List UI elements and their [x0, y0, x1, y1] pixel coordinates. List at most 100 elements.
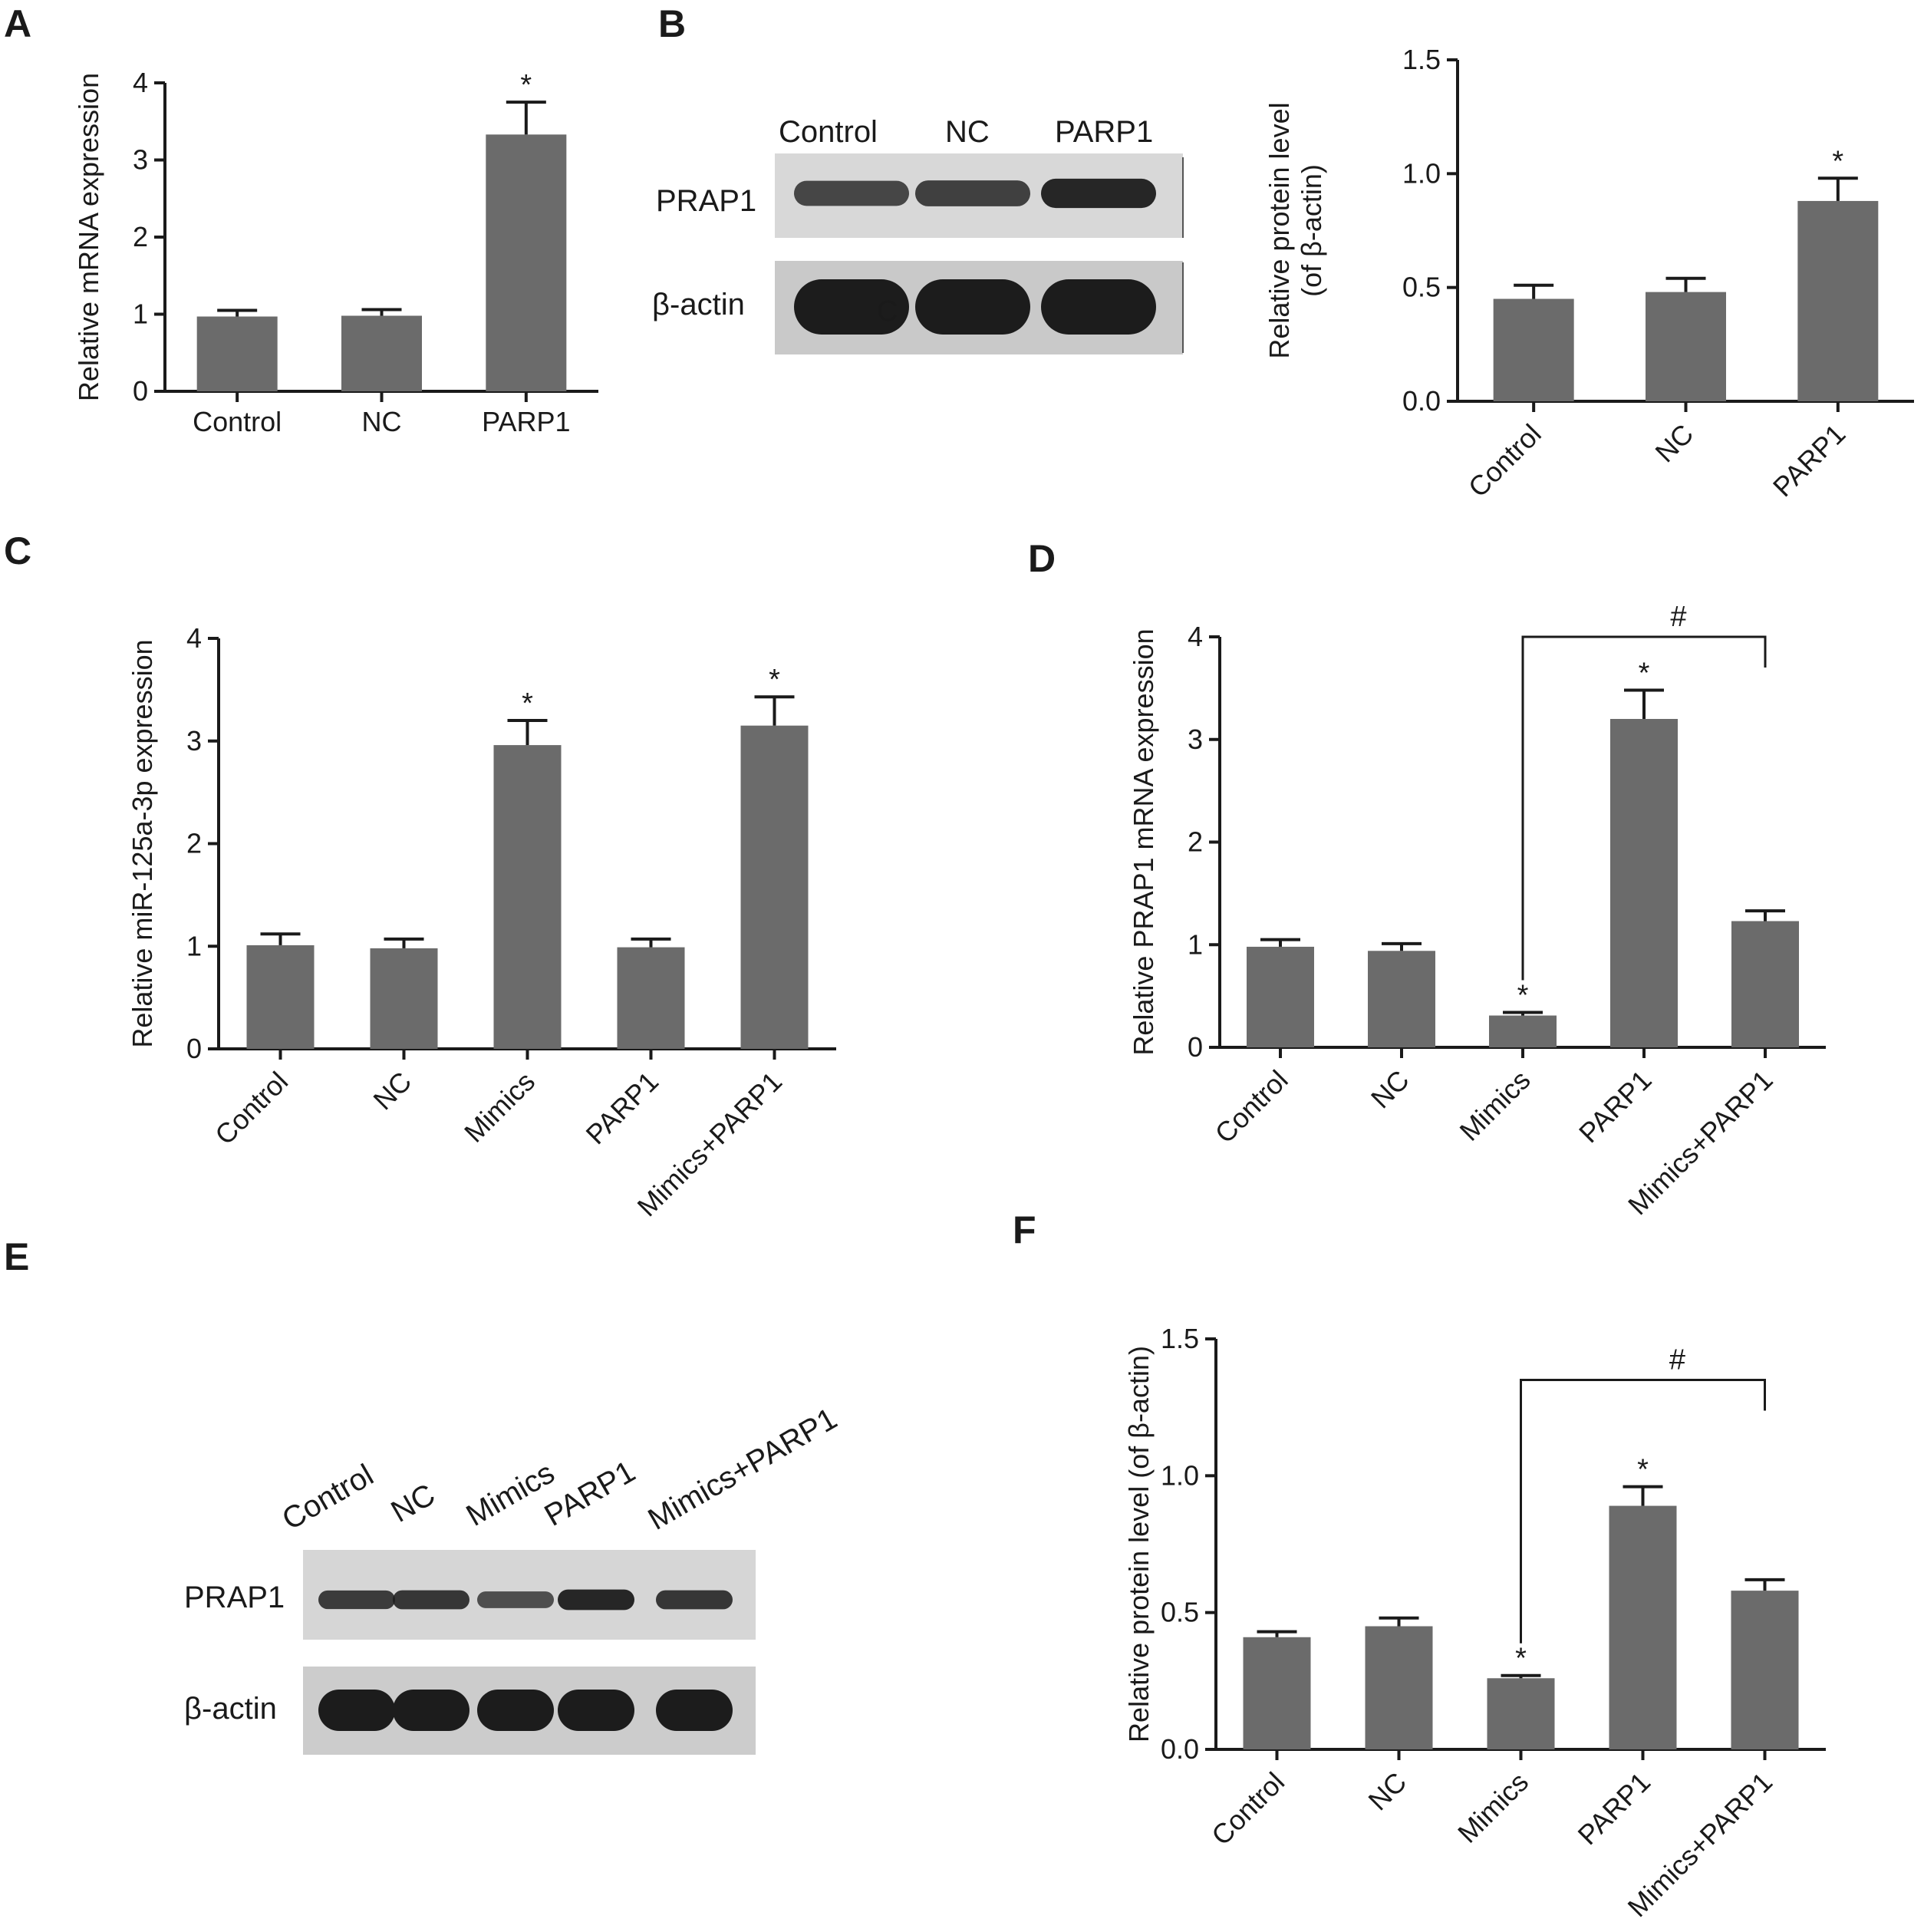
- category-label: Control: [1209, 1064, 1294, 1149]
- y-tick-label: 0: [133, 375, 148, 407]
- bar: [1493, 298, 1574, 401]
- blot-band: [1041, 279, 1156, 335]
- chart-c-mir125a: 0 1 2 3 4 Relative miR-125a-3p expression Cont…: [127, 622, 836, 1222]
- y-tick-label: 1.0: [1402, 157, 1441, 189]
- y-tick-label: 1.5: [1161, 1323, 1199, 1354]
- y-tick-label: 0.0: [1161, 1733, 1199, 1765]
- blot-b-lane-label: PARP1: [1055, 115, 1153, 149]
- y-tick-label: 2: [133, 221, 148, 252]
- y-axis-title: Relative PRAP1 mRNA expression: [1128, 628, 1159, 1055]
- category-label: NC: [1365, 1064, 1415, 1115]
- blot-band: [656, 1590, 733, 1610]
- blot-band: [915, 180, 1030, 206]
- y-tick-label: 1: [186, 930, 202, 961]
- y-tick-label: 3: [133, 144, 148, 176]
- y-tick-label: 4: [1188, 621, 1203, 652]
- bar: [1797, 200, 1879, 401]
- panel-letter-d: D: [1028, 537, 1056, 580]
- blot-band: [794, 279, 909, 335]
- panel-letter-e: E: [4, 1235, 29, 1278]
- y-tick-label: 0.5: [1161, 1597, 1199, 1628]
- blot-band: [794, 180, 909, 206]
- bar: [1487, 1678, 1555, 1749]
- blot-e-lane-label: NC: [386, 1478, 441, 1529]
- panel-letter-b: B: [658, 2, 686, 45]
- blot-b-row-label: PRAP1: [656, 184, 756, 218]
- category-label: Control: [1205, 1766, 1290, 1851]
- chart-d-prap1-mrna: 0 1 2 3 4 Relative PRAP1 mRNA expression Contr…: [1128, 601, 1826, 1221]
- category-label: PARP1: [1572, 1766, 1657, 1851]
- significance-mark: *: [522, 687, 533, 720]
- bar: [370, 948, 438, 1049]
- category-label: Control: [193, 406, 282, 437]
- blot-e-lane-label: Mimics: [461, 1456, 561, 1532]
- category-label: NC: [367, 1066, 417, 1116]
- western-blot-b: Control NC PARP1 PRAP1 β-actin C: [652, 115, 1184, 354]
- y-tick-label: 1: [1188, 928, 1203, 960]
- significance-bracket: [1520, 1379, 1766, 1644]
- significance-mark: *: [520, 69, 532, 101]
- blot-band: [915, 279, 1030, 335]
- bar: [486, 134, 567, 391]
- bar: [740, 725, 809, 1049]
- blot-b-lane-label: NC: [945, 115, 990, 149]
- blot-b-row-label: β-actin: [652, 288, 745, 321]
- bar: [1247, 946, 1314, 1047]
- blot-band: [318, 1590, 395, 1610]
- significance-mark: *: [1517, 980, 1529, 1012]
- bracket-label: #: [1669, 1344, 1685, 1376]
- category-label: PARP1: [580, 1066, 665, 1151]
- western-blot-e: Control NC Mimics PARP1 Mimics+PARP1 PRA…: [184, 1402, 843, 1755]
- y-tick-label: 0: [1188, 1031, 1203, 1063]
- y-axis-title: (of β-actin): [1296, 164, 1327, 297]
- category-label: PARP1: [482, 406, 570, 437]
- category-label: Mimics: [1451, 1766, 1534, 1849]
- blot-band: [477, 1591, 554, 1608]
- blot-e-lane-label: Control: [277, 1458, 380, 1537]
- bar: [1489, 1015, 1557, 1047]
- blot-band: [558, 1589, 634, 1611]
- category-label: PARP1: [1573, 1064, 1658, 1149]
- category-label: Control: [1462, 418, 1547, 503]
- y-axis-title: Relative protein level (of β-actin): [1123, 1346, 1155, 1742]
- blot-b-stray-mark: C: [877, 295, 898, 328]
- bar: [493, 745, 562, 1049]
- y-tick-label: 2: [186, 828, 202, 859]
- y-tick-label: 3: [1188, 724, 1203, 755]
- bar: [196, 316, 278, 391]
- blot-band: [318, 1690, 395, 1731]
- bar: [1368, 951, 1435, 1047]
- y-tick-label: 1.0: [1161, 1459, 1199, 1491]
- category-label: Mimics: [1453, 1064, 1536, 1147]
- bar: [1609, 1505, 1677, 1749]
- significance-bracket: [1521, 635, 1767, 981]
- y-tick-label: 1: [133, 298, 148, 330]
- blot-band: [558, 1690, 634, 1731]
- category-label: NC: [362, 406, 402, 437]
- y-tick-label: 1.5: [1402, 44, 1441, 75]
- y-tick-label: 0: [186, 1033, 202, 1064]
- category-label: NC: [1649, 418, 1699, 469]
- bar: [1243, 1637, 1311, 1749]
- bar: [617, 947, 685, 1049]
- y-tick-label: 3: [186, 725, 202, 757]
- significance-mark: *: [1639, 658, 1650, 690]
- significance-mark: *: [769, 664, 780, 696]
- chart-a-mrna: 0 1 2 3 4 Relative mRNA expression Control NC * P…: [73, 67, 598, 437]
- y-tick-label: 4: [186, 622, 202, 654]
- y-tick-label: 0.5: [1402, 272, 1441, 303]
- category-label: NC: [1362, 1766, 1412, 1817]
- bar: [1610, 719, 1678, 1047]
- significance-mark: *: [1637, 1454, 1649, 1486]
- bar: [1731, 921, 1799, 1047]
- blot-band: [393, 1690, 469, 1731]
- significance-mark: *: [1515, 1643, 1527, 1675]
- bracket-label: #: [1670, 601, 1686, 633]
- blot-e-row-label: PRAP1: [184, 1581, 285, 1614]
- bar: [341, 315, 422, 391]
- panel-letter-a: A: [4, 2, 31, 45]
- blot-b-lane-label: Control: [779, 115, 878, 149]
- blot-e-row-label: β-actin: [184, 1692, 277, 1726]
